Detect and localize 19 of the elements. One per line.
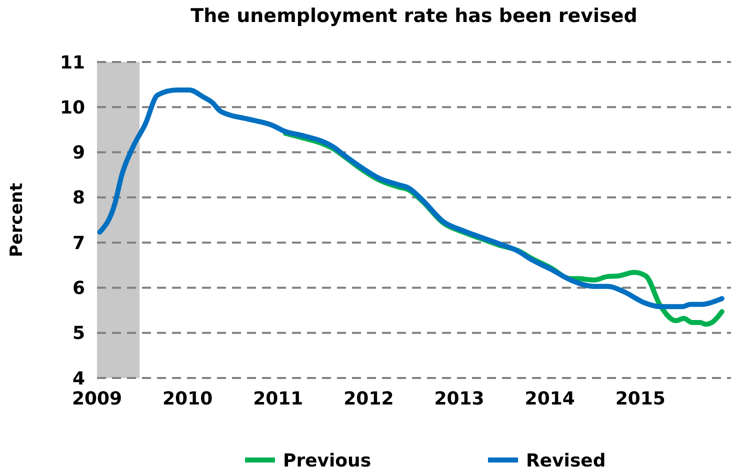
chart-title: The unemployment rate has been revised <box>190 5 638 27</box>
y-tick-label: 4 <box>72 368 85 390</box>
legend-label: Revised <box>526 450 606 470</box>
y-tick-label: 8 <box>72 188 85 209</box>
legend-label: Previous <box>283 450 372 470</box>
x-tick-label: 2013 <box>434 388 484 410</box>
y-tick-label: 10 <box>60 97 85 118</box>
x-tick-label: 2012 <box>344 388 394 410</box>
y-tick-label: 6 <box>72 278 85 300</box>
y-tick-label: 5 <box>72 323 85 344</box>
x-tick-label: 2014 <box>524 388 575 410</box>
x-tick-label: 2015 <box>615 388 666 410</box>
x-tick-label: 2010 <box>162 388 213 410</box>
x-tick-label: 2009 <box>72 388 122 410</box>
y-axis-title: Percent <box>7 182 27 258</box>
y-tick-label: 11 <box>60 52 85 74</box>
y-tick-label: 7 <box>72 232 85 254</box>
y-tick-label: 9 <box>72 142 85 164</box>
x-tick-label: 2011 <box>253 388 304 410</box>
